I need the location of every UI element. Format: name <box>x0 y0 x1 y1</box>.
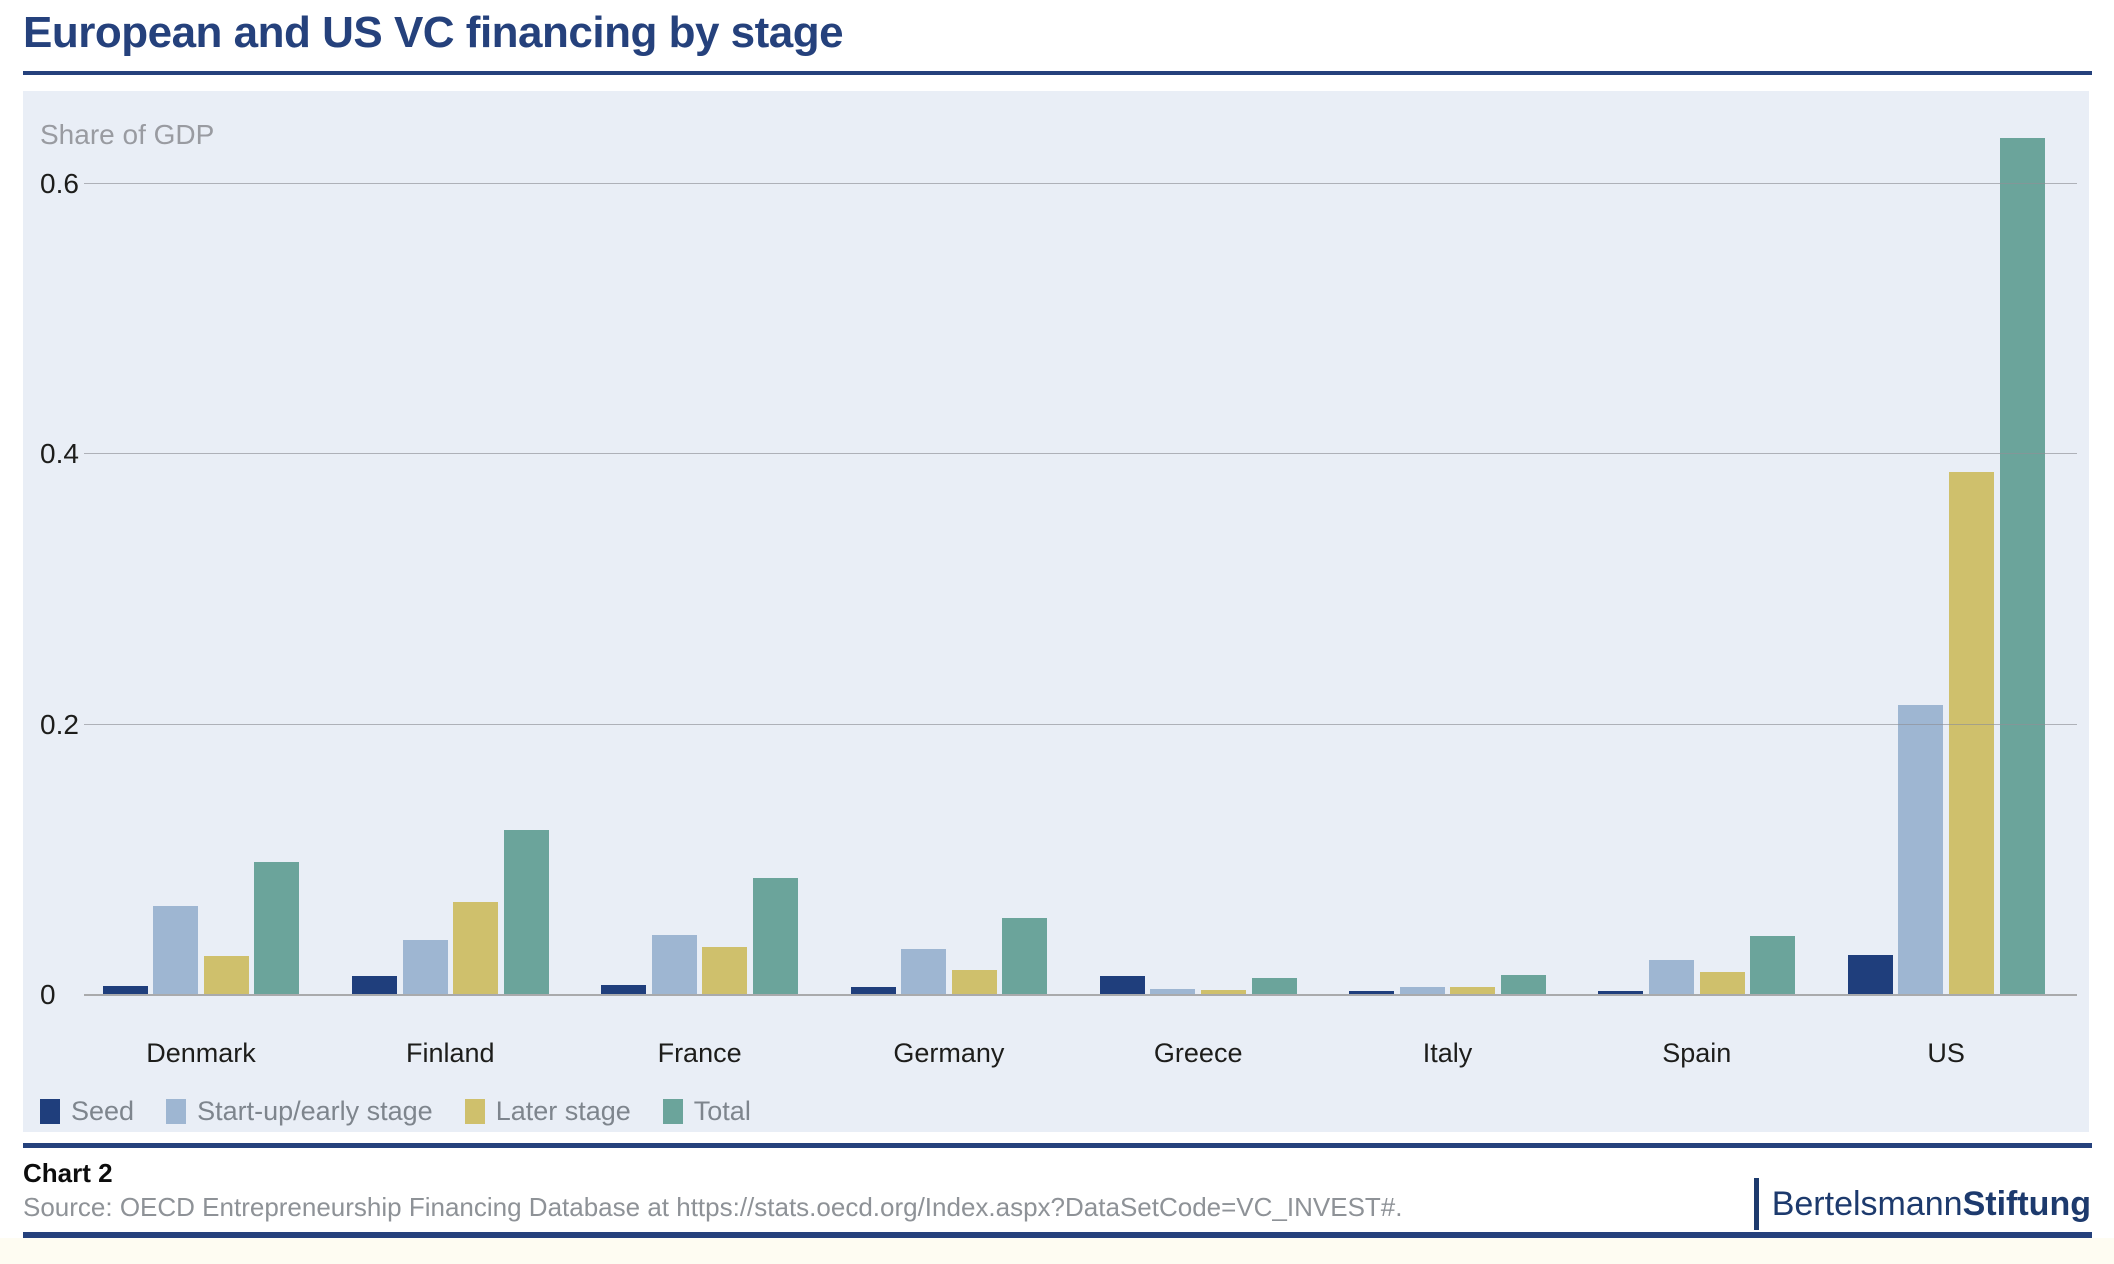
bottom-divider <box>23 1232 2092 1238</box>
logo-part-stiftung: Stiftung <box>1962 1184 2091 1223</box>
bar-germany-total <box>1002 918 1048 994</box>
page-title: European and US VC financing by stage <box>23 8 844 57</box>
x-axis-label-us: US <box>1927 1038 1965 1068</box>
bar-denmark-start-up-early-stage <box>153 906 199 994</box>
bertelsmann-stiftung-logo: BertelsmannStiftung <box>1753 1178 2091 1230</box>
legend-item-seed: Seed <box>40 1096 134 1127</box>
bar-italy-total <box>1500 975 1546 994</box>
logo-bar-icon <box>1753 1178 1759 1230</box>
x-axis-label-italy: Italy <box>1422 1038 1473 1068</box>
bar-france-start-up-early-stage <box>651 934 697 994</box>
bar-germany-seed <box>850 987 896 994</box>
bar-greece-later-stage <box>1201 989 1246 994</box>
y-tick-0.2: 0.2 <box>40 708 79 740</box>
legend-label: Total <box>693 1096 751 1126</box>
y-tick-0.6: 0.6 <box>40 167 79 199</box>
bar-spain-seed <box>1598 991 1644 994</box>
bar-denmark-seed <box>102 985 148 994</box>
legend-label: Start-up/early stage <box>197 1096 433 1126</box>
bar-france-total <box>753 877 798 994</box>
x-axis-label-germany: Germany <box>893 1038 1005 1068</box>
bar-us-later-stage <box>1948 472 1994 994</box>
legend: Seed Start-up/early stage Later stage Total <box>40 1096 751 1127</box>
bar-us-seed <box>1847 954 1893 994</box>
bar-germany-start-up-early-stage <box>901 949 947 994</box>
legend-swatch-icon <box>166 1099 187 1124</box>
chart-panel: Share of GDP Seed Start-up/early stage Lat… <box>23 91 2089 1132</box>
logo-text: BertelsmannStiftung <box>1772 1185 2091 1224</box>
footer-divider <box>23 1143 2092 1148</box>
gridline-0.6 <box>84 182 2077 184</box>
gridline-0.2 <box>84 723 2077 725</box>
y-tick-0.4: 0.4 <box>40 438 79 470</box>
x-axis-label-france: France <box>657 1038 742 1068</box>
source-text: Source: OECD Entrepreneurship Financing … <box>23 1192 1403 1222</box>
bar-italy-later-stage <box>1450 987 1496 994</box>
x-axis-line <box>84 994 2077 996</box>
x-axis-label-denmark: Denmark <box>146 1038 256 1068</box>
title-divider <box>23 71 2092 75</box>
logo-part-bertelsmann: Bertelsmann <box>1771 1184 1963 1223</box>
x-axis-label-greece: Greece <box>1153 1038 1243 1068</box>
x-axis-label-finland: Finland <box>406 1038 495 1068</box>
bottom-margin-strip <box>0 1238 2114 1264</box>
chart-number-label: Chart 2 <box>23 1158 113 1188</box>
bar-denmark-later-stage <box>203 956 249 994</box>
gridline-0.4 <box>84 453 2077 455</box>
bar-finland-seed <box>351 976 397 994</box>
legend-swatch-icon <box>40 1099 60 1124</box>
legend-item-later-stage: Later stage <box>464 1096 631 1127</box>
bar-us-total <box>1999 138 2045 994</box>
bar-denmark-total <box>254 861 300 994</box>
bar-france-seed <box>601 984 647 994</box>
legend-item-start-up-early-stage: Start-up/early stage <box>166 1096 433 1127</box>
legend-swatch-icon <box>464 1099 485 1124</box>
bar-greece-seed <box>1099 976 1145 994</box>
bar-greece-total <box>1251 977 1297 994</box>
bar-italy-start-up-early-stage <box>1399 987 1445 994</box>
bar-us-start-up-early-stage <box>1898 704 1944 994</box>
bar-spain-start-up-early-stage <box>1649 960 1694 994</box>
legend-item-total: Total <box>662 1096 751 1127</box>
legend-swatch-icon <box>662 1099 683 1124</box>
x-axis-label-spain: Spain <box>1662 1038 1732 1068</box>
bar-spain-later-stage <box>1699 972 1745 994</box>
bar-finland-total <box>503 830 549 994</box>
bar-france-later-stage <box>702 946 748 994</box>
bar-germany-later-stage <box>951 969 997 994</box>
y-axis-label: Share of GDP <box>40 119 215 150</box>
y-tick-0: 0 <box>40 979 56 1010</box>
bar-greece-start-up-early-stage <box>1150 988 1196 994</box>
bar-finland-later-stage <box>453 902 499 994</box>
bar-spain-total <box>1750 935 1796 994</box>
bar-italy-seed <box>1349 991 1395 994</box>
legend-label: Seed <box>71 1096 135 1126</box>
legend-label: Later stage <box>495 1096 631 1126</box>
bar-finland-start-up-early-stage <box>402 939 448 994</box>
